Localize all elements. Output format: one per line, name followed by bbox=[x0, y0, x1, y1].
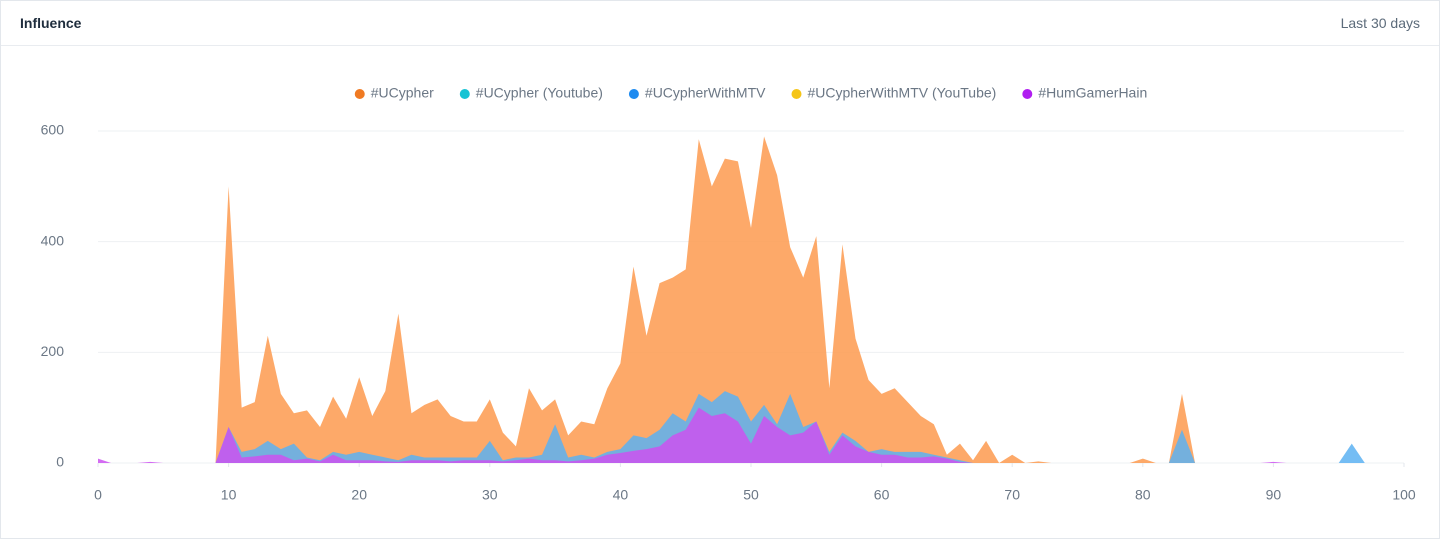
x-tick-label: 80 bbox=[1135, 487, 1151, 503]
legend-marker bbox=[628, 89, 639, 99]
title: Influence bbox=[20, 15, 82, 31]
y-tick-label: 600 bbox=[41, 122, 65, 138]
period[interactable]: Last 30 days bbox=[1340, 15, 1420, 31]
area bbox=[98, 407, 1404, 463]
legend-label: #UCypherWithMTV (YouTube) bbox=[808, 85, 997, 101]
legend-marker bbox=[791, 89, 802, 99]
area bbox=[98, 136, 1404, 463]
x-tick-label: 50 bbox=[743, 487, 759, 503]
legend-label: #HumGamerHain bbox=[1038, 85, 1147, 101]
x-tick-label: 100 bbox=[1392, 487, 1416, 503]
legend-marker bbox=[354, 89, 365, 99]
y-tick-label: 200 bbox=[41, 343, 65, 359]
y-tick-label: 0 bbox=[56, 454, 64, 470]
area bbox=[98, 391, 1404, 463]
legend: #UCypher #UCypher (Youtube) #UCypherWithMT… bbox=[354, 85, 1147, 101]
x-tick-label: 60 bbox=[874, 487, 890, 503]
legend-marker bbox=[1022, 89, 1033, 99]
legend-label: #UCypher (Youtube) bbox=[476, 85, 603, 101]
x-tick-label: 70 bbox=[1004, 487, 1020, 503]
legend-label: #UCypher bbox=[371, 85, 434, 101]
x-tick-label: 20 bbox=[351, 487, 367, 503]
x-tick-label: 10 bbox=[221, 487, 237, 503]
legend-marker bbox=[459, 89, 470, 99]
chart: 0 200 400 600 0 10 20 30 40 50 60 70 80 90 100 #UCypher… bbox=[41, 85, 1416, 503]
header: Influence Last 30 days bbox=[1, 1, 1439, 46]
y-tick-label: 400 bbox=[41, 232, 65, 248]
x-tick-label: 30 bbox=[482, 487, 498, 503]
x-tick-label: 0 bbox=[94, 487, 102, 503]
x-tick-label: 90 bbox=[1266, 487, 1282, 503]
x-tick-label: 40 bbox=[613, 487, 629, 503]
legend-label: #UCypherWithMTV bbox=[645, 85, 766, 101]
